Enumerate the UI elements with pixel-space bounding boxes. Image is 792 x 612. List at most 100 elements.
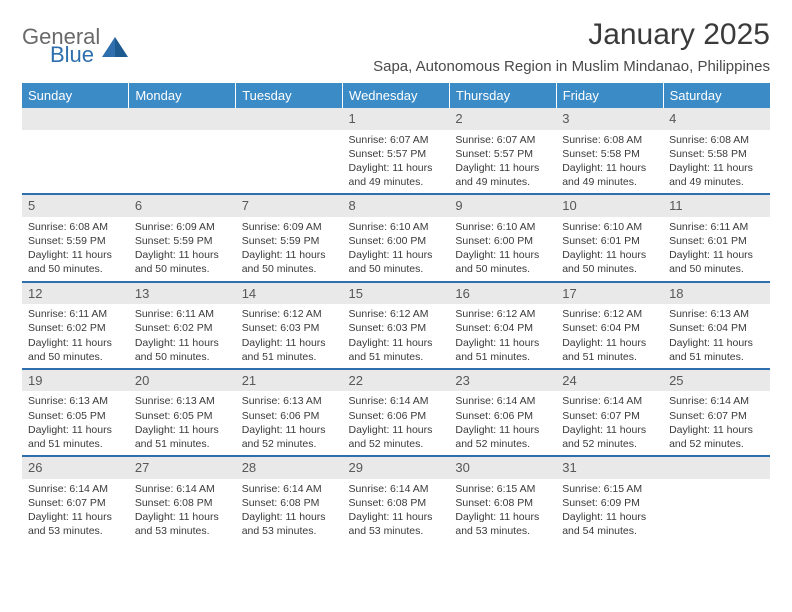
week-row: 19Sunrise: 6:13 AMSunset: 6:05 PMDayligh… (22, 369, 770, 456)
day-number: 19 (22, 370, 129, 392)
day-details: Sunrise: 6:13 AMSunset: 6:06 PMDaylight:… (236, 391, 343, 455)
day-cell: 11Sunrise: 6:11 AMSunset: 6:01 PMDayligh… (663, 194, 770, 281)
day-cell: 27Sunrise: 6:14 AMSunset: 6:08 PMDayligh… (129, 456, 236, 542)
week-row: 26Sunrise: 6:14 AMSunset: 6:07 PMDayligh… (22, 456, 770, 542)
day-header: Tuesday (236, 83, 343, 108)
day-number (663, 457, 770, 479)
day-number: 5 (22, 195, 129, 217)
day-details: Sunrise: 6:15 AMSunset: 6:08 PMDaylight:… (449, 479, 556, 543)
day-cell: 13Sunrise: 6:11 AMSunset: 6:02 PMDayligh… (129, 282, 236, 369)
day-details: Sunrise: 6:07 AMSunset: 5:57 PMDaylight:… (449, 130, 556, 194)
day-details: Sunrise: 6:08 AMSunset: 5:59 PMDaylight:… (22, 217, 129, 281)
day-details: Sunrise: 6:10 AMSunset: 6:01 PMDaylight:… (556, 217, 663, 281)
day-cell: 3Sunrise: 6:08 AMSunset: 5:58 PMDaylight… (556, 108, 663, 194)
day-number: 15 (343, 283, 450, 305)
day-cell: 17Sunrise: 6:12 AMSunset: 6:04 PMDayligh… (556, 282, 663, 369)
day-details: Sunrise: 6:14 AMSunset: 6:08 PMDaylight:… (129, 479, 236, 543)
day-number: 9 (449, 195, 556, 217)
day-details: Sunrise: 6:11 AMSunset: 6:01 PMDaylight:… (663, 217, 770, 281)
day-details: Sunrise: 6:10 AMSunset: 6:00 PMDaylight:… (449, 217, 556, 281)
day-cell: 29Sunrise: 6:14 AMSunset: 6:08 PMDayligh… (343, 456, 450, 542)
day-number: 23 (449, 370, 556, 392)
logo-triangle-icon (102, 35, 128, 57)
day-cell: 6Sunrise: 6:09 AMSunset: 5:59 PMDaylight… (129, 194, 236, 281)
day-details: Sunrise: 6:09 AMSunset: 5:59 PMDaylight:… (236, 217, 343, 281)
day-cell: 23Sunrise: 6:14 AMSunset: 6:06 PMDayligh… (449, 369, 556, 456)
day-details: Sunrise: 6:14 AMSunset: 6:06 PMDaylight:… (449, 391, 556, 455)
day-cell: 2Sunrise: 6:07 AMSunset: 5:57 PMDaylight… (449, 108, 556, 194)
day-cell: 22Sunrise: 6:14 AMSunset: 6:06 PMDayligh… (343, 369, 450, 456)
day-number: 16 (449, 283, 556, 305)
week-row: 5Sunrise: 6:08 AMSunset: 5:59 PMDaylight… (22, 194, 770, 281)
day-number: 20 (129, 370, 236, 392)
day-of-week-header-row: SundayMondayTuesdayWednesdayThursdayFrid… (22, 83, 770, 108)
day-number: 12 (22, 283, 129, 305)
day-details: Sunrise: 6:14 AMSunset: 6:08 PMDaylight:… (236, 479, 343, 543)
day-details: Sunrise: 6:11 AMSunset: 6:02 PMDaylight:… (129, 304, 236, 368)
day-details: Sunrise: 6:14 AMSunset: 6:06 PMDaylight:… (343, 391, 450, 455)
day-cell (663, 456, 770, 542)
day-cell: 5Sunrise: 6:08 AMSunset: 5:59 PMDaylight… (22, 194, 129, 281)
day-number: 1 (343, 108, 450, 130)
day-cell: 16Sunrise: 6:12 AMSunset: 6:04 PMDayligh… (449, 282, 556, 369)
day-details: Sunrise: 6:14 AMSunset: 6:07 PMDaylight:… (556, 391, 663, 455)
day-number: 13 (129, 283, 236, 305)
day-details: Sunrise: 6:11 AMSunset: 6:02 PMDaylight:… (22, 304, 129, 368)
day-number: 30 (449, 457, 556, 479)
day-cell: 1Sunrise: 6:07 AMSunset: 5:57 PMDaylight… (343, 108, 450, 194)
day-cell: 14Sunrise: 6:12 AMSunset: 6:03 PMDayligh… (236, 282, 343, 369)
day-number: 28 (236, 457, 343, 479)
day-details: Sunrise: 6:13 AMSunset: 6:05 PMDaylight:… (22, 391, 129, 455)
day-details: Sunrise: 6:14 AMSunset: 6:07 PMDaylight:… (22, 479, 129, 543)
day-number: 21 (236, 370, 343, 392)
day-cell: 21Sunrise: 6:13 AMSunset: 6:06 PMDayligh… (236, 369, 343, 456)
day-cell: 25Sunrise: 6:14 AMSunset: 6:07 PMDayligh… (663, 369, 770, 456)
day-cell: 4Sunrise: 6:08 AMSunset: 5:58 PMDaylight… (663, 108, 770, 194)
day-details: Sunrise: 6:14 AMSunset: 6:08 PMDaylight:… (343, 479, 450, 543)
day-number (236, 108, 343, 130)
day-number: 14 (236, 283, 343, 305)
day-number: 18 (663, 283, 770, 305)
day-details: Sunrise: 6:12 AMSunset: 6:04 PMDaylight:… (449, 304, 556, 368)
day-cell: 31Sunrise: 6:15 AMSunset: 6:09 PMDayligh… (556, 456, 663, 542)
day-details: Sunrise: 6:12 AMSunset: 6:03 PMDaylight:… (236, 304, 343, 368)
day-number: 4 (663, 108, 770, 130)
day-header: Saturday (663, 83, 770, 108)
calendar-table: SundayMondayTuesdayWednesdayThursdayFrid… (22, 83, 770, 542)
day-number: 27 (129, 457, 236, 479)
day-details: Sunrise: 6:07 AMSunset: 5:57 PMDaylight:… (343, 130, 450, 194)
day-number: 24 (556, 370, 663, 392)
day-number (22, 108, 129, 130)
day-number: 6 (129, 195, 236, 217)
day-details: Sunrise: 6:12 AMSunset: 6:04 PMDaylight:… (556, 304, 663, 368)
day-header: Friday (556, 83, 663, 108)
day-number: 2 (449, 108, 556, 130)
day-cell: 24Sunrise: 6:14 AMSunset: 6:07 PMDayligh… (556, 369, 663, 456)
day-number: 25 (663, 370, 770, 392)
day-header: Wednesday (343, 83, 450, 108)
day-cell (129, 108, 236, 194)
day-cell: 10Sunrise: 6:10 AMSunset: 6:01 PMDayligh… (556, 194, 663, 281)
day-cell: 18Sunrise: 6:13 AMSunset: 6:04 PMDayligh… (663, 282, 770, 369)
day-header: Thursday (449, 83, 556, 108)
day-number: 10 (556, 195, 663, 217)
day-details: Sunrise: 6:12 AMSunset: 6:03 PMDaylight:… (343, 304, 450, 368)
day-cell: 9Sunrise: 6:10 AMSunset: 6:00 PMDaylight… (449, 194, 556, 281)
day-number: 8 (343, 195, 450, 217)
day-details: Sunrise: 6:08 AMSunset: 5:58 PMDaylight:… (556, 130, 663, 194)
day-number: 29 (343, 457, 450, 479)
day-details: Sunrise: 6:10 AMSunset: 6:00 PMDaylight:… (343, 217, 450, 281)
day-number: 7 (236, 195, 343, 217)
day-number: 17 (556, 283, 663, 305)
calendar-body: 1Sunrise: 6:07 AMSunset: 5:57 PMDaylight… (22, 108, 770, 542)
title-block: January 2025 Sapa, Autonomous Region in … (373, 18, 770, 75)
day-number: 22 (343, 370, 450, 392)
day-details: Sunrise: 6:15 AMSunset: 6:09 PMDaylight:… (556, 479, 663, 543)
day-cell: 19Sunrise: 6:13 AMSunset: 6:05 PMDayligh… (22, 369, 129, 456)
month-title: January 2025 (373, 18, 770, 52)
day-details: Sunrise: 6:09 AMSunset: 5:59 PMDaylight:… (129, 217, 236, 281)
day-header: Sunday (22, 83, 129, 108)
day-cell: 12Sunrise: 6:11 AMSunset: 6:02 PMDayligh… (22, 282, 129, 369)
header: General Blue January 2025 Sapa, Autonomo… (22, 18, 770, 75)
logo: General Blue (22, 26, 128, 66)
